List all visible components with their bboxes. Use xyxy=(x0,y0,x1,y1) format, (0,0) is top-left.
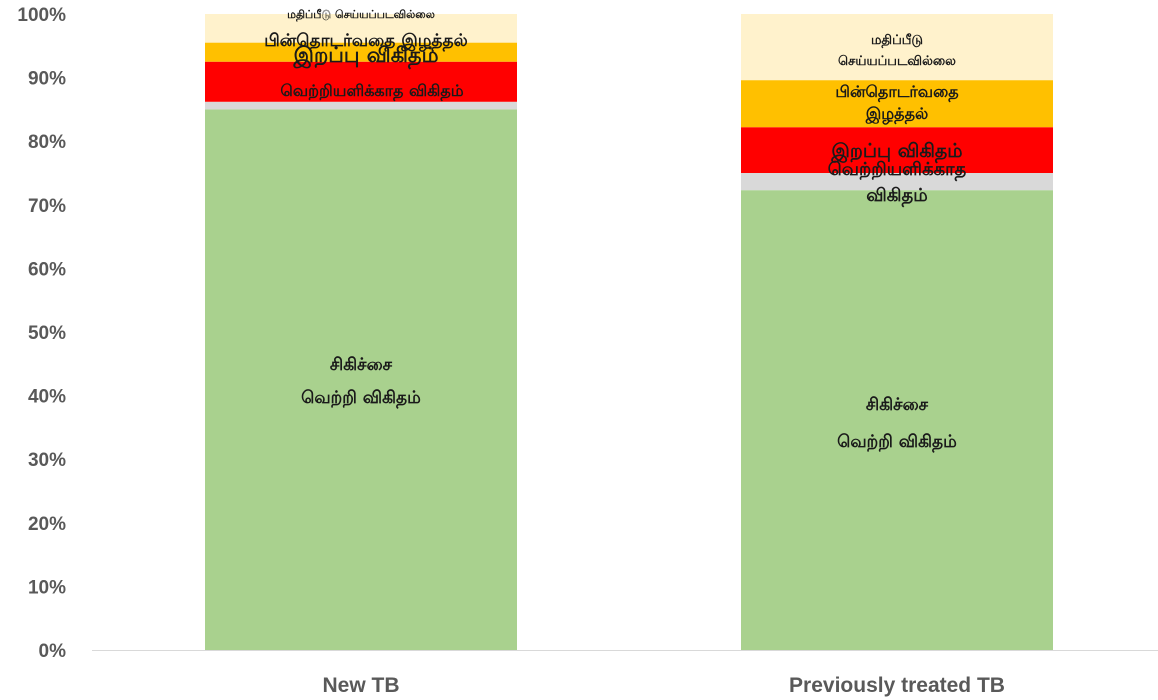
segment-data-label: சிகிச்சை xyxy=(330,355,393,375)
y-tick-label: 20% xyxy=(28,514,66,535)
x-category-label: New TB xyxy=(322,674,399,697)
bar-segment-1-2 xyxy=(205,101,517,110)
segment-data-label: இழத்தல் xyxy=(865,104,929,124)
y-tick-label: 60% xyxy=(28,259,66,280)
bar-segment-2-5 xyxy=(741,14,1053,81)
y-tick-label: 90% xyxy=(28,69,66,90)
segment-data-label: சிகிச்சை xyxy=(866,395,929,415)
segment-data-label: மதிப்பீடு செய்யப்படவில்லை xyxy=(287,8,435,22)
segment-data-label: வெற்றியளிக்காத xyxy=(828,159,967,182)
segment-data-label: இறப்பு விகிதம் xyxy=(293,43,439,70)
bar-segment-1-4 xyxy=(205,42,517,62)
bar-segment-2-1 xyxy=(741,190,1053,650)
y-tick-label: 40% xyxy=(28,387,66,408)
y-tick-label: 80% xyxy=(28,132,66,153)
bar-segment-1-3 xyxy=(205,61,517,102)
x-axis: New TB Previously treated TB xyxy=(322,674,1004,697)
y-tick-label: 50% xyxy=(28,323,66,344)
segment-data-label: வெற்றியளிக்காத விகிதம் xyxy=(280,81,463,101)
y-tick-label: 30% xyxy=(28,450,66,471)
y-tick-label: 70% xyxy=(28,196,66,217)
bar-segment-1-5 xyxy=(205,14,517,43)
bar-segment-2-2 xyxy=(741,173,1053,191)
segment-data-label: மதிப்பீடு xyxy=(871,32,923,48)
segment-data-label: வெற்றி விகிதம் xyxy=(837,432,957,452)
segment-data-label: இறப்பு விகிதம் xyxy=(830,140,962,164)
segment-data-label: பின்தொடர்வதை xyxy=(835,82,959,102)
bars xyxy=(205,14,1053,650)
segment-data-label: வெற்றி விகிதம் xyxy=(301,388,421,408)
segment-data-label: விகிதம் xyxy=(866,185,927,208)
segment-labels: சிகிச்சை வெற்றி விகிதம் வெற்றியளிக்காத விக… xyxy=(264,8,966,452)
segment-data-label: பின்தொடர்வதை இழத்தல் xyxy=(264,31,467,51)
y-tick-label: 0% xyxy=(39,641,67,662)
segment-data-label: செய்யப்படவில்லை xyxy=(838,54,956,69)
y-tick-label: 100% xyxy=(17,5,66,26)
y-axis: 0% 10% 20% 30% 40% 50% 60% 70% 80% 90% 100% xyxy=(17,5,66,662)
bar-segment-2-4 xyxy=(741,80,1053,128)
y-tick-label: 10% xyxy=(28,577,66,598)
x-category-label: Previously treated TB xyxy=(789,674,1005,697)
bar-segment-2-3 xyxy=(741,127,1053,173)
bar-segment-1-1 xyxy=(205,109,517,650)
